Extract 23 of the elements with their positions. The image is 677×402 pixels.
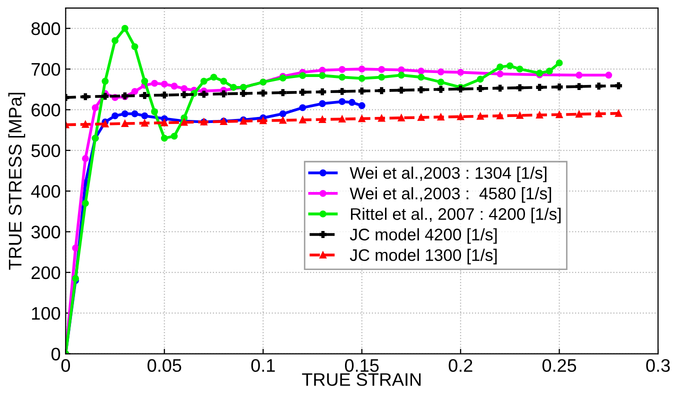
x-tick-label: 0.1: [251, 359, 275, 372]
legend-label: JC model 4200 [1/s]: [350, 228, 497, 244]
x-tick-label: 0.3: [646, 359, 670, 372]
legend-label: Rittel et al., 2007 : 4200 [1/s]: [350, 208, 561, 224]
x-tick-label: 0.15: [344, 359, 379, 372]
x-tick-label: 0.25: [542, 359, 576, 372]
y-tick-label: 800: [31, 22, 60, 36]
y-tick-label: 200: [32, 266, 60, 280]
x-tick-label: 0: [61, 359, 70, 372]
y-tick-label: 500: [31, 144, 60, 158]
y-tick-label: 700: [32, 62, 60, 76]
y-tick-label: 0: [51, 348, 60, 360]
y-axis-title: TRUE STRESS [MPa]: [8, 92, 26, 270]
legend-label: Wei et al.,2003 : 1304 [1/s]: [350, 166, 546, 182]
legend-label: JC model 1300 [1/s]: [350, 248, 497, 264]
y-tick-label: 600: [32, 104, 60, 116]
x-tick-label: 0.2: [448, 359, 472, 372]
legend-label: Wei et al.,2003 : 4580 [1/s]: [350, 187, 552, 203]
x-axis-title: TRUE STRAIN: [302, 373, 421, 386]
y-tick-label: 400: [31, 185, 60, 198]
y-tick-label: 100: [32, 307, 60, 320]
x-tick-label: 0.05: [148, 359, 182, 372]
y-tick-label: 300: [31, 226, 60, 238]
